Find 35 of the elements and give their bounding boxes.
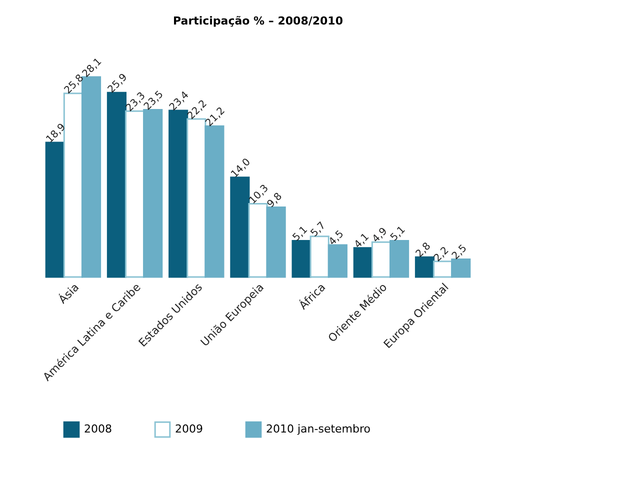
- bar: [248, 202, 268, 278]
- bar: [168, 110, 188, 278]
- bar: [389, 240, 410, 278]
- bar: [414, 256, 435, 278]
- bar: [451, 258, 471, 278]
- bar: [353, 247, 373, 278]
- bar: [204, 125, 224, 278]
- legend-label: 2009: [175, 422, 203, 436]
- bar: [371, 241, 391, 278]
- bar: [230, 176, 250, 278]
- bar: [45, 142, 65, 278]
- legend-label: 2010 jan-setembro: [266, 422, 371, 436]
- bar: [63, 92, 83, 278]
- chart-title: Participação % – 2008/2010: [173, 14, 344, 28]
- bar: [81, 76, 102, 278]
- data-label: 5,7: [309, 220, 328, 240]
- bar: [310, 236, 330, 278]
- data-label: 4,1: [352, 232, 372, 251]
- bar: [125, 110, 145, 278]
- data-label: 4,9: [370, 226, 390, 245]
- bar: [143, 108, 163, 278]
- data-label: 4,5: [327, 228, 346, 248]
- data-label: 5,1: [290, 224, 310, 244]
- legend-label: 2008: [84, 422, 112, 436]
- bar: [186, 118, 206, 278]
- data-label: 2,8: [414, 240, 434, 260]
- bar: [328, 244, 348, 278]
- bar: [106, 92, 127, 278]
- data-label: 5,1: [388, 224, 408, 244]
- bar: [433, 260, 453, 278]
- data-label: 9,8: [265, 191, 284, 210]
- data-label: 2,5: [450, 243, 470, 262]
- data-label: 2,2: [432, 245, 452, 264]
- bar: [266, 206, 286, 278]
- bar: [292, 240, 312, 278]
